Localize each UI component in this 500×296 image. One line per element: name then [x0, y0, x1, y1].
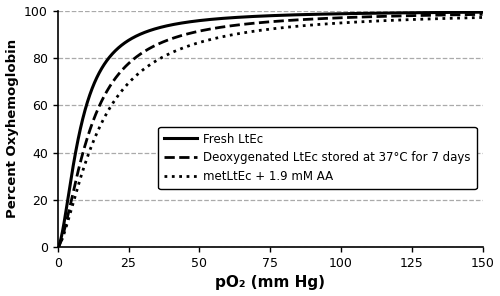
Deoxygenated LtEc stored at 37°C for 7 days	[467, 13, 473, 16]
Line: metLtEc + 1.9 mM AA: metLtEc + 1.9 mM AA	[58, 17, 482, 247]
Fresh LtEc	[467, 10, 473, 14]
Legend: Fresh LtEc, Deoxygenated LtEc stored at 37°C for 7 days, metLtEc + 1.9 mM AA: Fresh LtEc, Deoxygenated LtEc stored at …	[158, 127, 476, 189]
metLtEc + 1.9 mM AA	[54, 245, 60, 249]
metLtEc + 1.9 mM AA	[480, 16, 486, 19]
Fresh LtEc	[467, 10, 473, 14]
Deoxygenated LtEc stored at 37°C for 7 days	[250, 22, 256, 25]
Deoxygenated LtEc stored at 37°C for 7 days	[467, 13, 473, 16]
Deoxygenated LtEc stored at 37°C for 7 days	[480, 13, 486, 16]
Fresh LtEc	[250, 15, 256, 18]
metLtEc + 1.9 mM AA	[467, 16, 473, 20]
metLtEc + 1.9 mM AA	[250, 30, 256, 33]
Deoxygenated LtEc stored at 37°C for 7 days	[389, 14, 395, 18]
Fresh LtEc	[54, 245, 60, 249]
metLtEc + 1.9 mM AA	[262, 28, 268, 32]
metLtEc + 1.9 mM AA	[76, 180, 82, 183]
Fresh LtEc	[480, 10, 486, 14]
Fresh LtEc	[389, 11, 395, 15]
Y-axis label: Percent Oxyhemoglobin: Percent Oxyhemoglobin	[6, 39, 18, 218]
Deoxygenated LtEc stored at 37°C for 7 days	[76, 164, 82, 168]
Deoxygenated LtEc stored at 37°C for 7 days	[262, 20, 268, 24]
X-axis label: pO₂ (mm Hg): pO₂ (mm Hg)	[215, 276, 325, 290]
Fresh LtEc	[76, 131, 82, 135]
Line: Deoxygenated LtEc stored at 37°C for 7 days: Deoxygenated LtEc stored at 37°C for 7 d…	[58, 15, 482, 247]
Deoxygenated LtEc stored at 37°C for 7 days	[54, 245, 60, 249]
Line: Fresh LtEc: Fresh LtEc	[58, 12, 482, 247]
metLtEc + 1.9 mM AA	[389, 19, 395, 22]
metLtEc + 1.9 mM AA	[467, 16, 473, 20]
Fresh LtEc	[262, 14, 268, 18]
